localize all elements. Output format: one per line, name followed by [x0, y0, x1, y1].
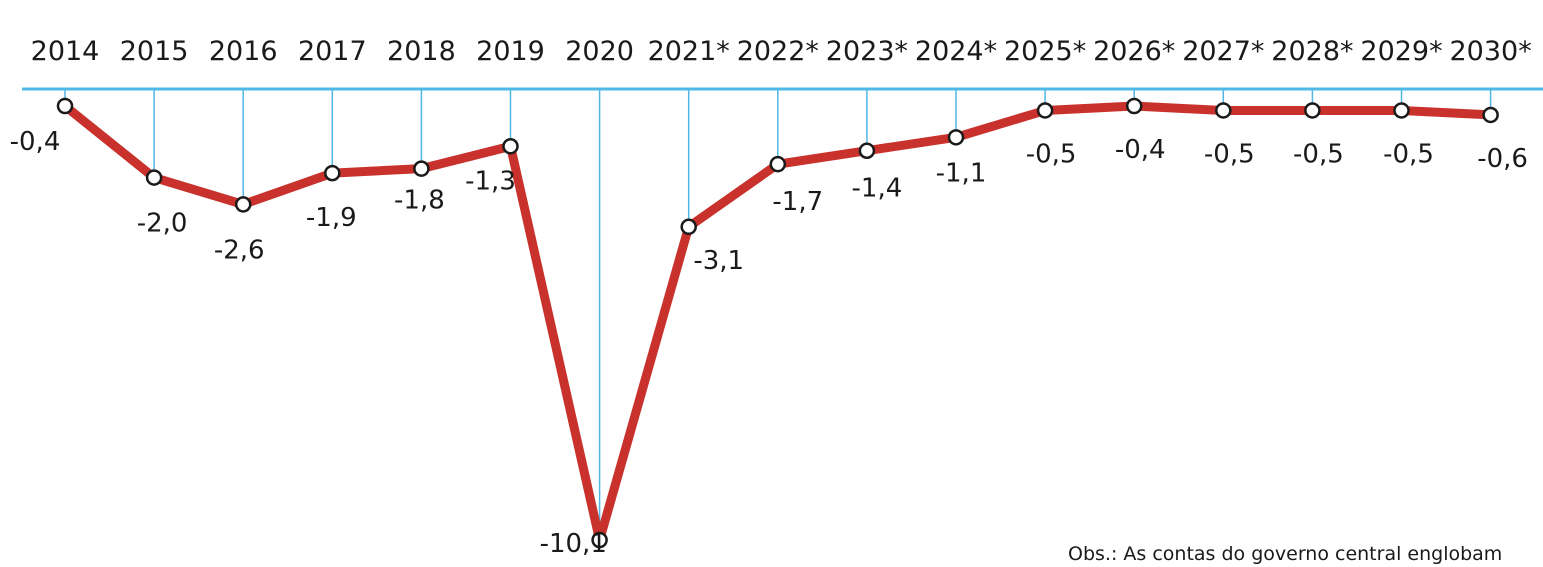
value-label: -0,5 — [1026, 139, 1077, 169]
data-point-marker — [680, 218, 697, 236]
data-point-marker — [591, 531, 608, 549]
year-label: 2029* — [1360, 36, 1442, 67]
year-label: 2018 — [387, 36, 456, 67]
value-label: -1,1 — [936, 158, 987, 188]
data-point-marker — [947, 129, 965, 146]
year-label: 2021* — [648, 36, 730, 67]
value-label: -1,4 — [852, 174, 903, 204]
data-point-marker — [234, 196, 252, 213]
value-label: -2,0 — [137, 209, 188, 239]
data-point-marker — [56, 97, 74, 115]
data-point-marker — [413, 160, 430, 177]
data-value-labels: -0,4 -2,0 -2,6 -1,9 -1,8 -1,3 -10,1 -3,1 -1,7 -1,… — [10, 127, 1528, 559]
data-point-marker — [1215, 102, 1232, 119]
value-label: -3,1 — [693, 246, 744, 276]
value-label: -0,5 — [1204, 139, 1255, 169]
value-label: -0,4 — [1115, 135, 1166, 165]
year-label: 2016 — [209, 36, 278, 67]
data-point-marker — [769, 155, 787, 173]
value-label: -1,8 — [394, 186, 445, 216]
year-label: 2028* — [1271, 36, 1353, 67]
data-point-marker — [1125, 97, 1143, 115]
value-label: -0,4 — [10, 127, 61, 157]
year-label: 2024* — [915, 36, 997, 67]
year-label: 2025* — [1004, 36, 1086, 67]
value-label: -1,3 — [465, 166, 516, 196]
year-label: 2017 — [298, 36, 367, 67]
year-label: 2015 — [120, 36, 189, 67]
year-label: 2020 — [565, 36, 634, 67]
year-label: 2027* — [1182, 36, 1264, 67]
data-point-marker — [858, 142, 876, 159]
year-label: 2023* — [826, 36, 908, 67]
year-label: 2019 — [476, 36, 545, 67]
value-label: -1,9 — [306, 203, 357, 233]
data-point-marker — [1036, 102, 1054, 119]
year-label: 2014 — [31, 36, 100, 67]
value-label: -1,7 — [772, 187, 823, 217]
value-label: -0,5 — [1293, 139, 1344, 169]
x-axis-year-labels: 2014 2015 2016 2017 2018 2019 2020 2021* 2022* 20… — [31, 36, 1532, 67]
value-label: -2,6 — [214, 235, 265, 265]
data-point-marker — [1482, 106, 1499, 124]
data-point-marker — [145, 169, 163, 186]
value-label: -0,5 — [1383, 139, 1434, 169]
data-point-marker — [1393, 102, 1410, 119]
data-point-marker — [1304, 102, 1321, 119]
footnote: Obs.: As contas do governo central englo… — [1068, 543, 1502, 565]
year-label: 2022* — [737, 36, 819, 67]
value-label: -10,1 — [540, 529, 607, 559]
data-point-marker — [324, 164, 341, 182]
year-label: 2030* — [1449, 36, 1531, 67]
data-points — [56, 97, 1499, 549]
data-point-marker — [502, 138, 519, 155]
year-label: 2026* — [1093, 36, 1175, 67]
value-label: -0,6 — [1477, 144, 1528, 174]
